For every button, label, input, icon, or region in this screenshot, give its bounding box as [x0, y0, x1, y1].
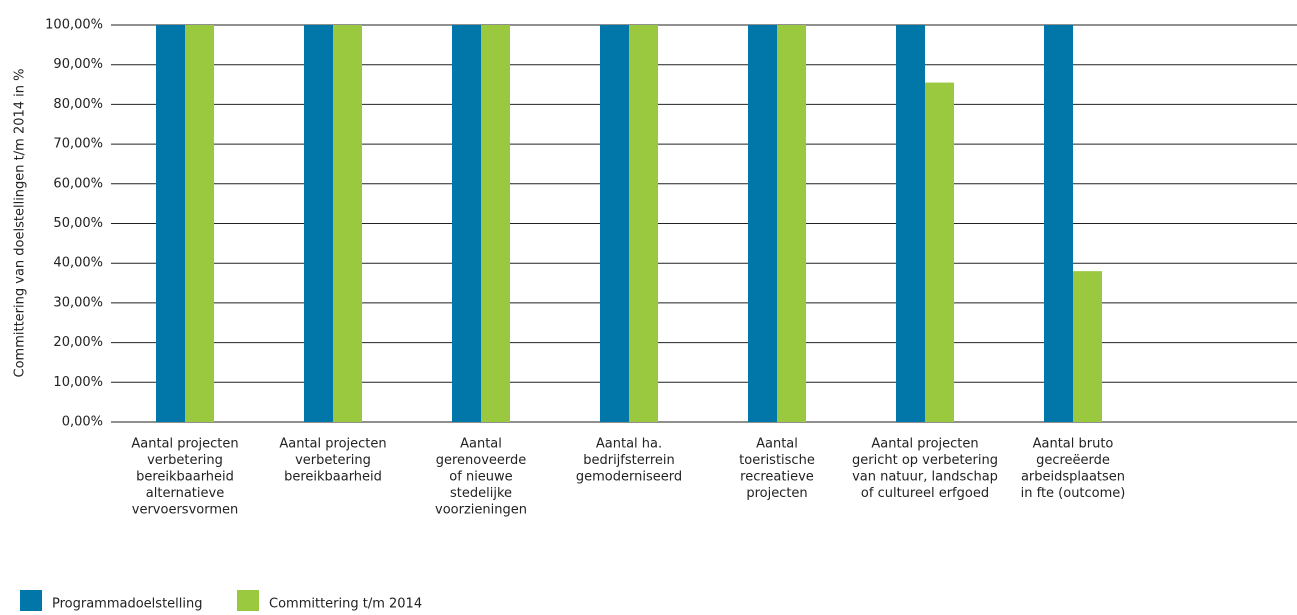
x-tick-label: verbetering [295, 453, 371, 468]
x-tick-label: van natuur, landschap [852, 470, 998, 485]
x-tick-label: recreatieve [740, 470, 814, 485]
bar [748, 25, 777, 422]
x-tick-label: bedrijfsterrein [583, 453, 675, 468]
x-tick-label: gericht op verbetering [852, 453, 998, 468]
legend-label: Committering t/m 2014 [269, 597, 422, 612]
y-tick-label: 30,00% [53, 295, 103, 310]
x-tick-label: Aantal ha. [596, 437, 662, 452]
bar [452, 25, 481, 422]
x-tick-label: Aantal bruto [1033, 437, 1114, 452]
bar [481, 25, 510, 422]
bar [600, 25, 629, 422]
bar [185, 25, 214, 422]
y-tick-label: 80,00% [53, 97, 103, 112]
legend-swatch [237, 590, 259, 611]
y-tick-label: 0,00% [62, 415, 103, 430]
x-tick-label: vervoersvormen [132, 503, 238, 518]
y-tick-label: 50,00% [53, 216, 103, 231]
x-tick-label: of nieuwe [449, 470, 512, 485]
x-tick-label: voorzieningen [435, 503, 527, 518]
bar [1044, 25, 1073, 422]
x-tick-label: gerenoveerde [436, 453, 527, 468]
x-tick-label: bereikbaarheid [136, 470, 234, 485]
y-tick-label: 60,00% [53, 176, 103, 191]
bar [629, 25, 658, 422]
x-tick-label: in fte (outcome) [1021, 486, 1126, 501]
y-axis-title: Committering van doelstellingen t/m 2014… [13, 69, 28, 378]
x-tick-label: toeristische [739, 453, 815, 468]
y-tick-label: 10,00% [53, 375, 103, 390]
y-tick-label: 90,00% [53, 57, 103, 72]
x-tick-label: gemoderniseerd [576, 470, 682, 485]
bar [777, 25, 806, 422]
bar [156, 25, 185, 422]
legend-label: Programmadoelstelling [52, 597, 203, 612]
x-tick-label: Aantal projecten [131, 437, 238, 452]
y-tick-label: 20,00% [53, 335, 103, 350]
x-tick-label: Aantal projecten [871, 437, 978, 452]
bar [304, 25, 333, 422]
x-tick-label: stedelijke [450, 486, 512, 501]
y-tick-label: 100,00% [45, 18, 103, 33]
x-tick-label: bereikbaarheid [284, 470, 382, 485]
legend-swatch [20, 590, 42, 611]
x-tick-label: verbetering [147, 453, 223, 468]
x-tick-label: projecten [746, 486, 807, 501]
x-tick-label: gecreëerde [1036, 453, 1110, 468]
x-tick-label: Aantal projecten [279, 437, 386, 452]
x-tick-label: Aantal [756, 437, 798, 452]
y-tick-label: 70,00% [53, 137, 103, 152]
bar [896, 25, 925, 422]
x-tick-label: arbeidsplaatsen [1021, 470, 1125, 485]
x-tick-label: of cultureel erfgoed [861, 486, 989, 501]
y-tick-label: 40,00% [53, 256, 103, 271]
bar [925, 82, 954, 422]
x-tick-label: alternatieve [146, 486, 224, 501]
bar [1073, 271, 1102, 422]
x-tick-label: Aantal [460, 437, 502, 452]
bar [333, 25, 362, 422]
